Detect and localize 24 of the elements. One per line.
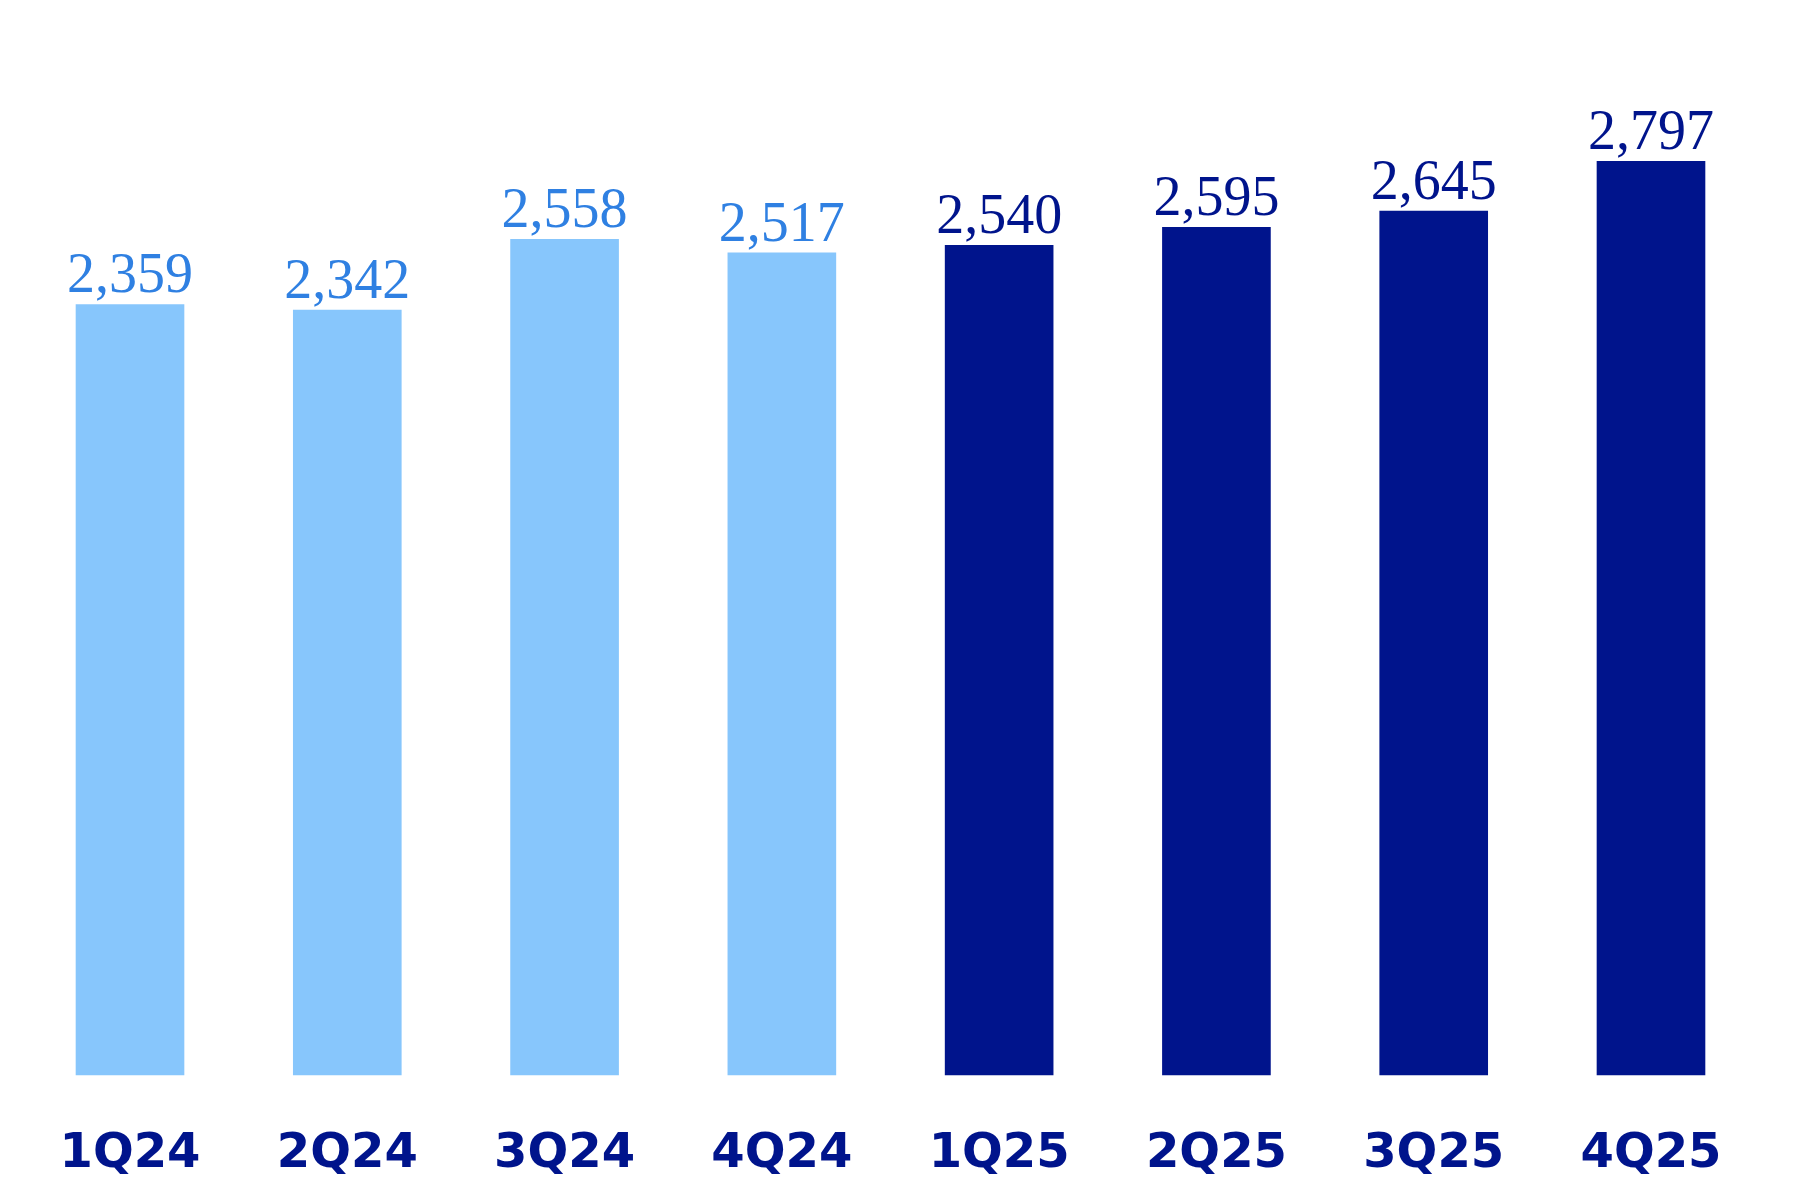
data-label: 2,595: [1153, 165, 1280, 228]
data-label: 2,558: [501, 177, 628, 240]
x-tick-label: 2Q24: [276, 1121, 418, 1178]
x-tick-label: 3Q25: [1363, 1121, 1505, 1178]
bar: [727, 252, 837, 1076]
x-tick-label: 3Q24: [494, 1121, 636, 1178]
bar: [1596, 160, 1706, 1076]
data-label: 2,342: [284, 247, 411, 310]
x-tick-label: 4Q24: [711, 1121, 853, 1178]
bar: [292, 309, 402, 1076]
x-tick-label: 4Q25: [1580, 1121, 1722, 1178]
bar: [1379, 210, 1489, 1076]
data-label: 2,359: [67, 242, 194, 305]
bar: [75, 304, 185, 1076]
x-tick-label: 2Q25: [1145, 1121, 1287, 1178]
bar: [510, 239, 619, 1076]
data-label: 2,517: [718, 190, 845, 253]
x-tick-label: 1Q25: [928, 1121, 1070, 1178]
data-label: 2,645: [1370, 148, 1497, 211]
data-label: 2,797: [1587, 98, 1714, 161]
x-tick-label: 1Q24: [59, 1121, 201, 1178]
bar: [1162, 227, 1271, 1076]
bar: [944, 245, 1054, 1076]
data-label: 2,540: [936, 183, 1063, 245]
